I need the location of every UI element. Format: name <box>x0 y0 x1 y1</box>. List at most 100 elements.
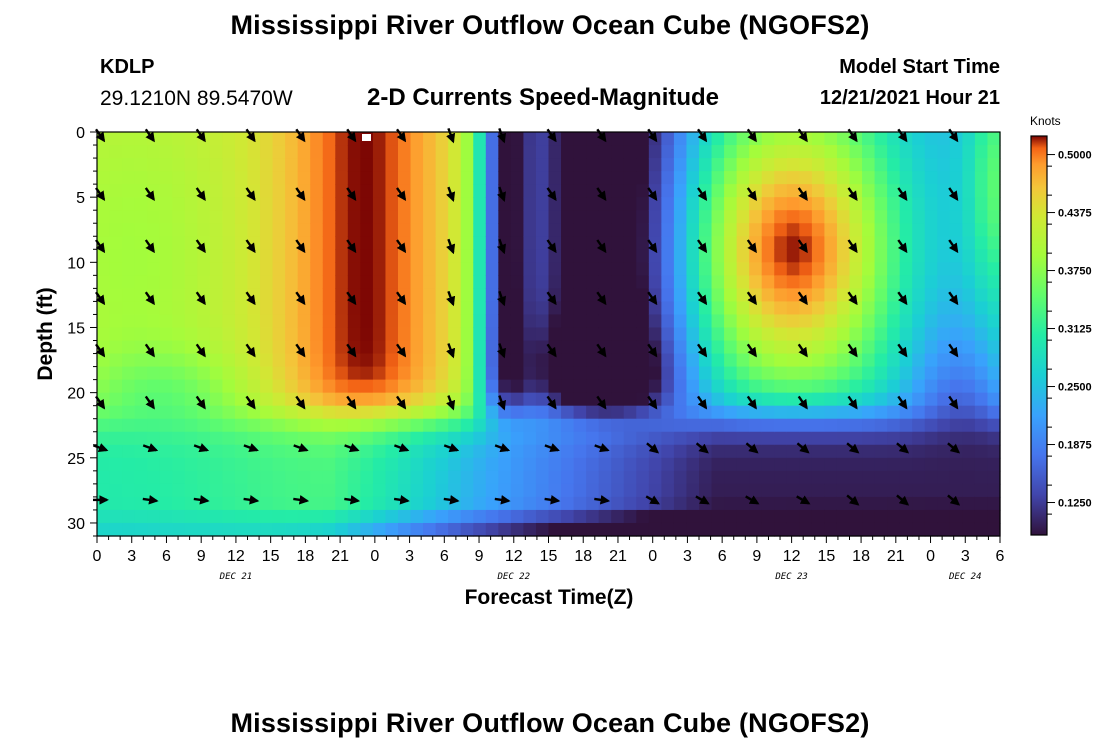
heatmap-cell <box>109 171 123 185</box>
heatmap-cell <box>598 509 612 524</box>
heatmap-cell <box>473 405 487 420</box>
heatmap-cell <box>372 223 387 237</box>
heatmap-cell <box>109 301 123 316</box>
heatmap-cell <box>761 431 775 446</box>
heatmap-cell <box>862 522 876 537</box>
heatmap-cell <box>749 431 763 446</box>
heatmap-cell <box>836 470 851 485</box>
heatmap-cell <box>774 340 788 355</box>
heatmap-cell <box>159 249 173 263</box>
heatmap-cell <box>335 184 349 198</box>
heatmap-cell <box>147 457 161 472</box>
heatmap-cell <box>887 275 901 289</box>
heatmap-cell <box>836 314 851 329</box>
heatmap-cell <box>335 145 349 159</box>
heatmap-cell <box>372 366 387 381</box>
heatmap-cell <box>184 262 198 276</box>
heatmap-cell <box>987 132 1001 146</box>
heatmap-cell <box>598 366 612 381</box>
heatmap-cell <box>699 470 713 485</box>
heatmap-cell <box>849 145 863 159</box>
heatmap-cell <box>535 314 550 329</box>
heatmap-cell <box>423 314 437 329</box>
heatmap-cell <box>774 288 788 303</box>
station-coordinates: 29.1210N 89.5470W <box>100 87 293 110</box>
heatmap-cell <box>586 249 600 263</box>
heatmap-cell <box>147 483 161 498</box>
heatmap-cell <box>811 184 826 198</box>
heatmap-cell <box>974 496 989 511</box>
heatmap-cell <box>987 431 1001 446</box>
heatmap-cell <box>648 522 662 537</box>
current-vector-arrow <box>797 128 808 143</box>
heatmap-cell <box>661 171 675 185</box>
heatmap-cell <box>862 197 876 211</box>
heatmap-cell <box>786 379 800 394</box>
heatmap-cell <box>448 262 462 276</box>
heatmap-cell <box>435 249 449 263</box>
heatmap-cell <box>974 301 989 316</box>
heatmap-cell <box>109 379 123 394</box>
heatmap-cell <box>460 275 474 289</box>
heatmap-cell <box>310 171 324 185</box>
heatmap-cell <box>799 145 813 159</box>
heatmap-cell <box>398 314 412 329</box>
heatmap-cell <box>648 158 662 172</box>
heatmap-cell <box>510 223 525 237</box>
x-tick-label: 0 <box>93 548 102 565</box>
heatmap-cell <box>435 236 449 250</box>
heatmap-cell <box>962 210 976 224</box>
heatmap-cell <box>937 392 951 407</box>
heatmap-cell <box>874 171 888 185</box>
heatmap-cell <box>937 249 951 263</box>
heatmap-cell <box>209 483 224 498</box>
heatmap-cell <box>623 158 637 172</box>
heatmap-cell <box>573 405 587 420</box>
heatmap-cell <box>535 418 550 433</box>
heatmap-cell <box>109 366 123 381</box>
heatmap-cell <box>836 223 851 237</box>
heatmap-cell <box>849 470 863 485</box>
heatmap-cell <box>134 236 148 250</box>
heatmap-cell <box>749 145 763 159</box>
heatmap-cell <box>297 522 311 537</box>
heatmap-cell <box>573 132 587 146</box>
heatmap-cell <box>485 496 499 511</box>
heatmap-cell <box>824 223 838 237</box>
heatmap-cell <box>272 509 286 524</box>
current-vector-arrow <box>596 343 607 358</box>
heatmap-cell <box>786 353 800 368</box>
heatmap-cell <box>122 483 136 498</box>
heatmap-cell <box>836 236 851 250</box>
heatmap-cell <box>410 353 424 368</box>
current-vector-arrow <box>546 395 557 410</box>
heatmap-cell <box>134 275 148 289</box>
x-tick-label: 0 <box>648 548 657 565</box>
heatmap-cell <box>561 171 575 185</box>
heatmap-cell <box>586 366 600 381</box>
heatmap-cell <box>285 340 299 355</box>
heatmap-cell <box>912 444 926 459</box>
heatmap-cell <box>335 249 349 263</box>
heatmap-cell <box>473 223 487 237</box>
heatmap-cell <box>949 314 963 329</box>
heatmap-cell <box>310 509 324 524</box>
heatmap-cell <box>586 392 600 407</box>
heatmap-cell <box>209 132 224 146</box>
heatmap-cell <box>561 496 575 511</box>
heatmap-cell <box>937 197 951 211</box>
current-vector-arrow <box>393 495 410 505</box>
current-vector-arrow <box>496 186 506 203</box>
heatmap-cell <box>222 457 236 472</box>
heatmap-cell <box>586 288 600 303</box>
heatmap-cell <box>811 457 826 472</box>
current-vector-arrow <box>396 291 407 306</box>
heatmap-cell <box>322 418 336 433</box>
heatmap-cell <box>234 236 249 250</box>
heatmap-cell <box>184 522 198 537</box>
heatmap-cell <box>561 327 575 342</box>
current-vector-arrow <box>245 395 256 410</box>
heatmap-cell <box>749 457 763 472</box>
heatmap-cell <box>435 314 449 329</box>
heatmap-cell <box>410 470 424 485</box>
